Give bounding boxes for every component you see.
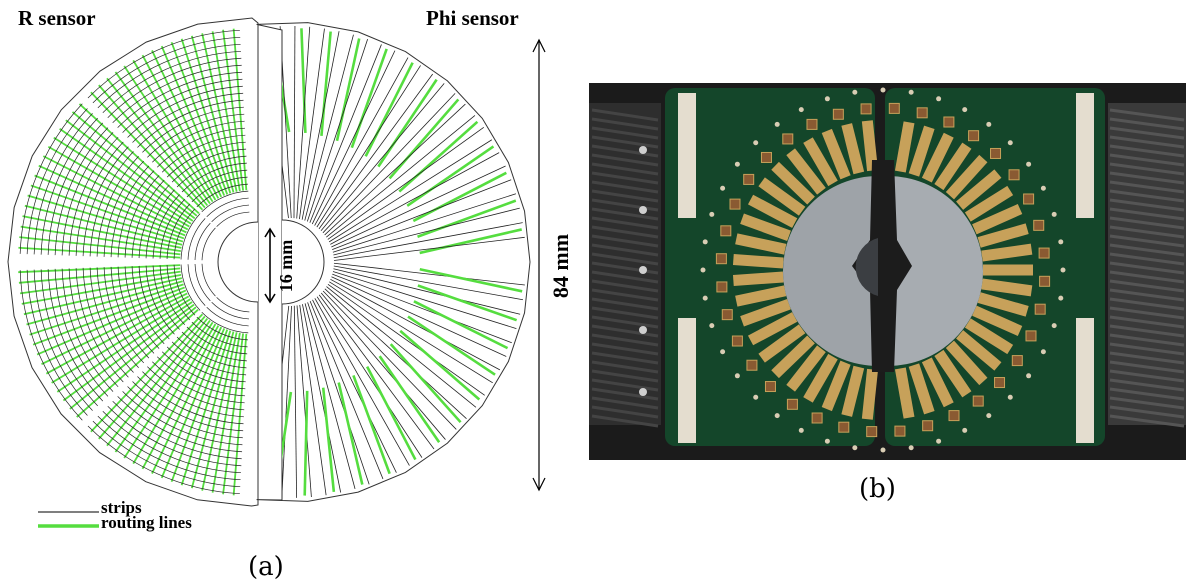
connector-bottom-left bbox=[678, 318, 696, 443]
r-sensor-title: R sensor bbox=[18, 6, 96, 30]
sensor-left-half bbox=[783, 176, 878, 366]
connector-top-left bbox=[678, 93, 696, 218]
sensor-cutout-left bbox=[855, 238, 878, 296]
large-dimension-arrow bbox=[532, 38, 546, 492]
connector-top-right bbox=[1076, 93, 1094, 218]
carbon-fibre-right bbox=[1108, 103, 1186, 428]
small-dimension-arrow bbox=[264, 227, 276, 304]
phi-sensor-cutout bbox=[281, 219, 325, 305]
phi-sensor bbox=[256, 22, 531, 502]
small-dimension-label: 16 mm bbox=[276, 240, 296, 293]
legend-routing-label: routing lines bbox=[101, 513, 192, 532]
large-dimension-label: 84 mm bbox=[548, 234, 573, 298]
caption-a: (a) bbox=[248, 552, 284, 582]
caption-b: (b) bbox=[859, 474, 896, 504]
r-sensor-cutout bbox=[217, 221, 259, 303]
legend-strips-label: strips bbox=[101, 498, 142, 517]
sensor-gap bbox=[852, 160, 912, 372]
carbon-fibre-left bbox=[589, 103, 661, 428]
sensor-right-half bbox=[888, 176, 983, 366]
phi-sensor-title: Phi sensor bbox=[426, 6, 519, 30]
module-photo bbox=[589, 83, 1186, 460]
r-sensor bbox=[7, 17, 259, 507]
connector-bottom-right bbox=[1076, 318, 1094, 443]
